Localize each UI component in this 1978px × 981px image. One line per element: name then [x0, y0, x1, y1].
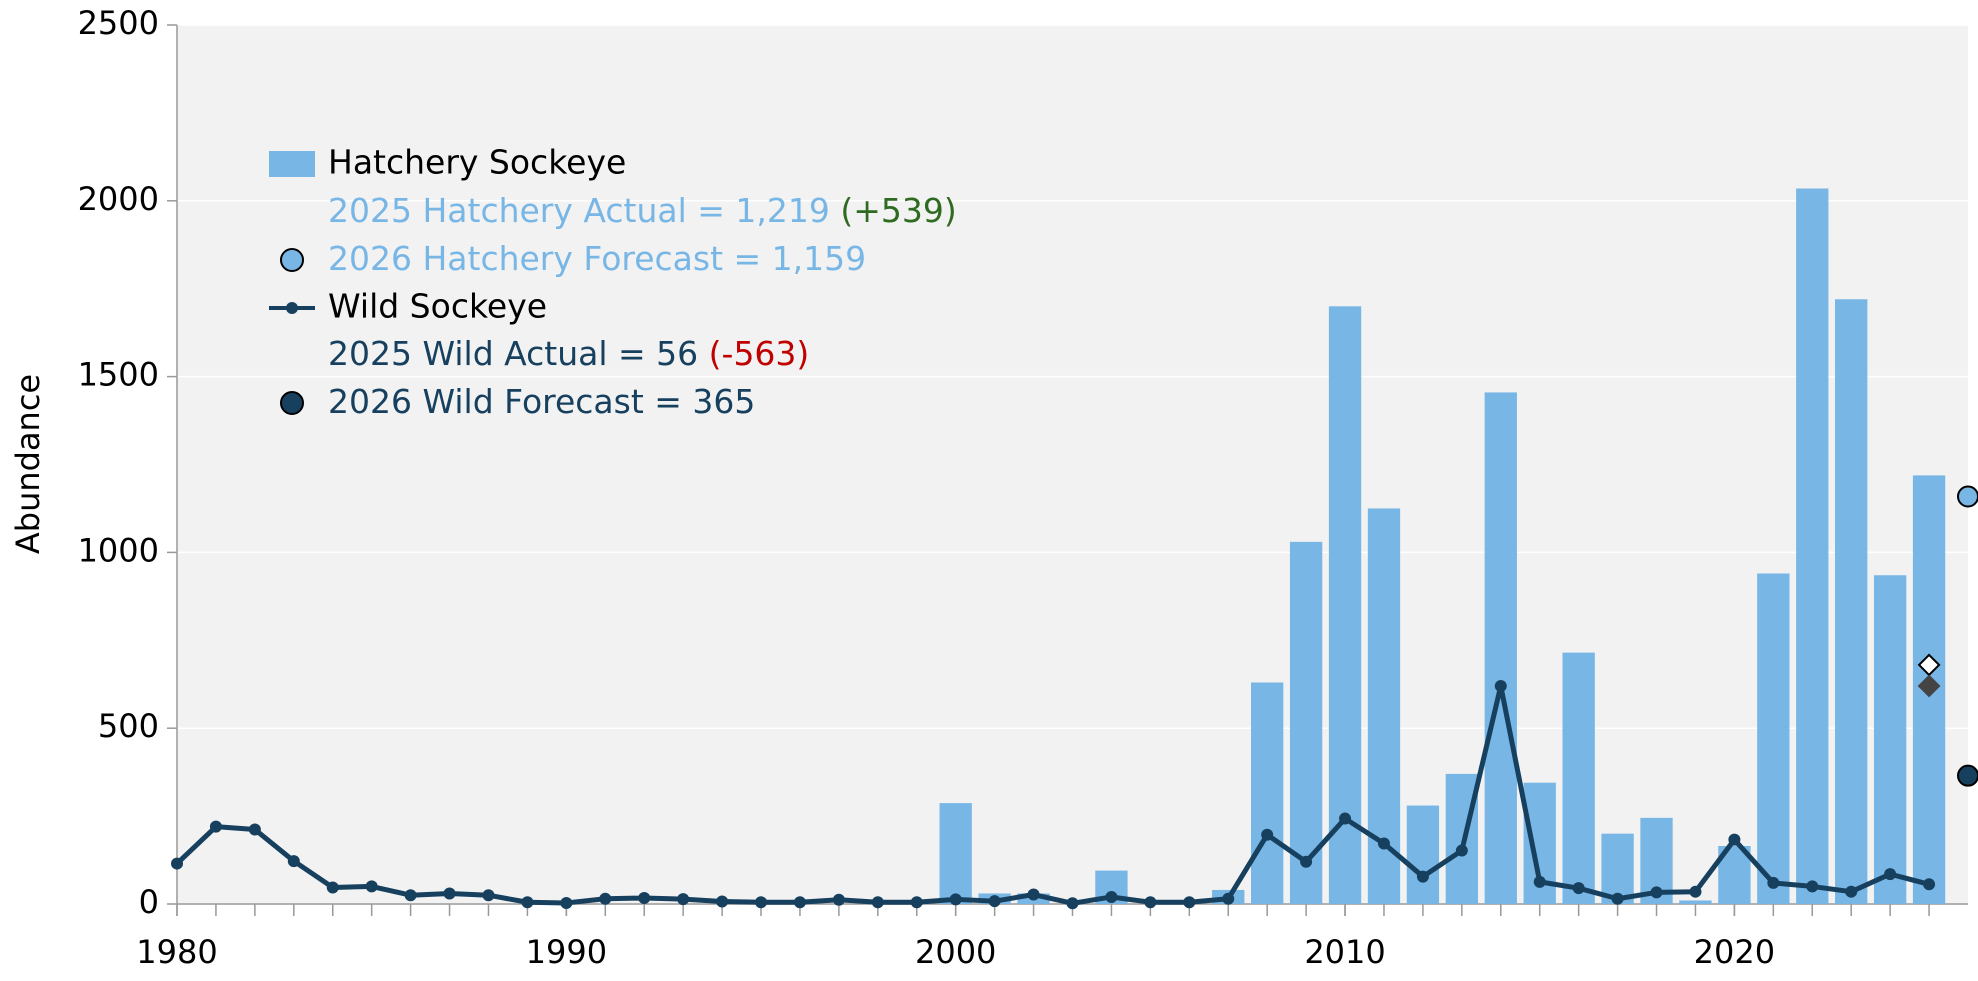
- line-point: [793, 896, 806, 909]
- forecast-point: [1957, 485, 1978, 508]
- line-point: [443, 887, 456, 900]
- line-point: [1650, 886, 1663, 899]
- line-point: [1806, 880, 1819, 893]
- line: [175, 683, 1930, 906]
- line-point: [171, 857, 183, 870]
- line-point: [365, 880, 378, 893]
- line-point: [1767, 876, 1780, 889]
- line-point: [677, 893, 690, 906]
- legend-swatch: [269, 151, 315, 177]
- bar: [939, 803, 972, 904]
- line-point: [599, 892, 612, 905]
- line-point: [910, 896, 923, 909]
- line-point: [1455, 844, 1468, 857]
- forecast-point: [1957, 764, 1978, 787]
- bar: [1328, 306, 1362, 904]
- x-tick-label: 2000: [915, 933, 996, 971]
- plot-area: [177, 25, 1968, 904]
- y-axis-label: Abundance: [9, 374, 47, 554]
- line-point: [716, 895, 729, 908]
- x-tick-label: 1990: [526, 933, 607, 971]
- line-point: [1300, 855, 1313, 868]
- bar: [1484, 392, 1517, 904]
- legend-dot: [286, 302, 298, 314]
- line-point: [1728, 833, 1741, 846]
- diamond-marker: [1917, 674, 1941, 698]
- line-point: [638, 892, 651, 905]
- line-point: [1533, 875, 1546, 888]
- annotation-change: (-563): [709, 334, 810, 373]
- line-point: [1923, 878, 1936, 891]
- y-tick-label: 500: [98, 707, 159, 745]
- line-point: [871, 896, 884, 909]
- legend-label: Hatchery Sockeye: [328, 143, 626, 182]
- annotation-text: 2026 Wild Forecast = 365: [328, 382, 755, 421]
- line-point: [248, 823, 261, 836]
- bar: [1835, 299, 1868, 904]
- bar: [1679, 900, 1712, 904]
- line-point: [1222, 892, 1235, 905]
- line-point: [209, 820, 222, 833]
- bar: [1562, 652, 1595, 904]
- line-point: [1845, 885, 1858, 898]
- line-point: [832, 893, 845, 906]
- bar: [1873, 575, 1907, 904]
- line-point: [1183, 896, 1196, 909]
- bar: [1601, 833, 1634, 904]
- y-tick-label: 2500: [78, 4, 159, 42]
- line-point: [1105, 890, 1118, 903]
- annotation-text: 2025 Wild Actual = 56: [328, 334, 698, 373]
- line-point: [1611, 892, 1624, 905]
- line-point: [1377, 837, 1390, 850]
- bar: [1757, 573, 1790, 904]
- annotation-text: 2026 Hatchery Forecast = 1,159: [328, 239, 866, 278]
- y-tick-label: 2000: [78, 180, 159, 218]
- line-point: [1884, 868, 1897, 881]
- bar: [1796, 188, 1829, 904]
- line-point: [1572, 882, 1585, 895]
- line-point: [326, 881, 339, 894]
- line-point: [1416, 870, 1429, 883]
- legend-annotation: 2025 Wild Actual = 56 (-563): [328, 334, 809, 373]
- line-point: [1339, 812, 1352, 825]
- legend-annotation: 2025 Hatchery Actual = 1,219 (+539): [328, 191, 957, 230]
- y-tick-label: 1000: [78, 531, 159, 569]
- annotation-change: (+539): [840, 191, 956, 230]
- x-tick-label: 2010: [1304, 933, 1385, 971]
- line-point: [1066, 897, 1079, 910]
- legend-annotation: 2026 Hatchery Forecast = 1,159: [328, 239, 866, 278]
- line-point: [1144, 896, 1157, 909]
- line-point: [755, 896, 768, 909]
- line-point: [404, 889, 417, 902]
- bar: [1251, 682, 1284, 904]
- bar: [1289, 541, 1323, 904]
- line-point: [1027, 888, 1040, 901]
- x-tick-label: 2020: [1694, 933, 1775, 971]
- legend-annotation: 2026 Wild Forecast = 365: [328, 382, 755, 421]
- line-point: [949, 893, 962, 906]
- annotation-text: 2025 Hatchery Actual = 1,219: [328, 191, 830, 230]
- legend-label: Wild Sockeye: [328, 287, 547, 326]
- y-tick-label: 0: [139, 883, 159, 921]
- line-point: [988, 895, 1001, 908]
- legend-forecast-dot: [280, 391, 304, 415]
- y-tick-label: 1500: [78, 356, 159, 394]
- line-point: [1689, 885, 1702, 898]
- line-point: [560, 896, 573, 909]
- line-point: [1494, 680, 1507, 693]
- line-point: [482, 889, 495, 902]
- line-point: [1261, 828, 1274, 841]
- line-point: [521, 896, 534, 909]
- bar: [1406, 805, 1440, 904]
- line-point: [287, 855, 300, 868]
- x-tick-label: 1980: [136, 933, 217, 971]
- legend-forecast-dot: [280, 248, 304, 272]
